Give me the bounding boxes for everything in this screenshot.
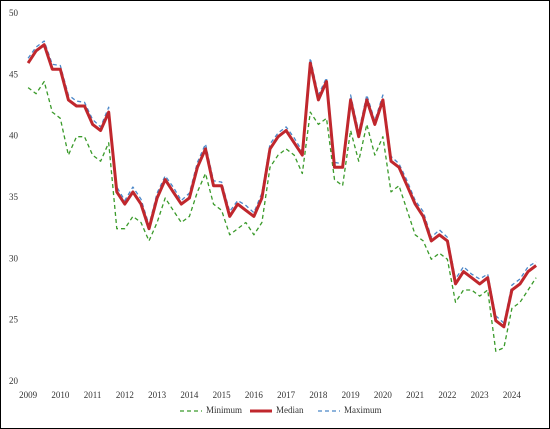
x-tick-label: 2011 xyxy=(84,390,102,400)
x-tick-label: 2021 xyxy=(406,390,424,400)
y-tick-label: 50 xyxy=(9,8,19,18)
x-tick-label: 2020 xyxy=(374,390,393,400)
x-tick-label: 2019 xyxy=(342,390,361,400)
y-tick-label: 40 xyxy=(9,131,19,141)
x-tick-label: 2018 xyxy=(309,390,328,400)
x-tick-label: 2012 xyxy=(116,390,134,400)
x-tick-label: 2024 xyxy=(503,390,522,400)
y-tick-label: 30 xyxy=(9,253,19,263)
x-tick-label: 2016 xyxy=(245,390,264,400)
x-tick-label: 2010 xyxy=(51,390,70,400)
x-tick-label: 2014 xyxy=(180,390,199,400)
legend-label: Median xyxy=(276,405,304,415)
series-line xyxy=(27,80,537,352)
x-tick-label: 2015 xyxy=(213,390,232,400)
legend-label: Maximum xyxy=(344,405,382,415)
x-tick-label: 2023 xyxy=(471,390,490,400)
y-tick-label: 25 xyxy=(9,315,19,325)
x-tick-label: 2022 xyxy=(438,390,456,400)
series-line xyxy=(26,43,538,329)
x-tick-label: 2013 xyxy=(148,390,167,400)
y-tick-label: 35 xyxy=(9,192,19,202)
x-tick-label: 2017 xyxy=(277,390,296,400)
legend-label: Minimum xyxy=(206,405,242,415)
x-tick-label: 2009 xyxy=(19,390,38,400)
y-tick-label: 45 xyxy=(9,69,19,79)
y-tick-label: 20 xyxy=(9,376,19,386)
